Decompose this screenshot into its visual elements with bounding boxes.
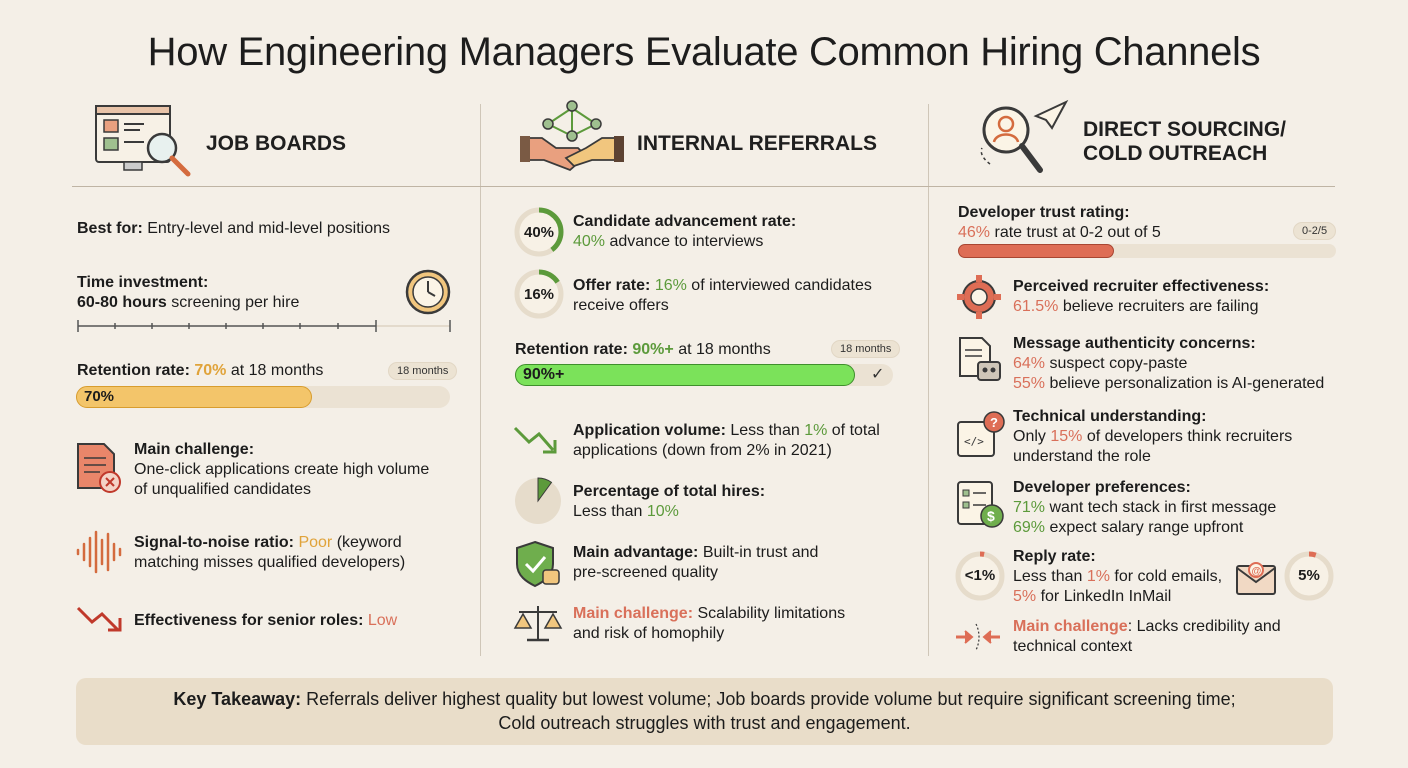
ref-retention-tag: 18 months	[831, 340, 901, 358]
ref-retention-bar-fill	[515, 364, 855, 386]
jb-retention-bar-label: 70%	[84, 388, 115, 405]
outreach-heading: DIRECT SOURCING/COLD OUTREACH	[1083, 118, 1287, 165]
outreach-challenge-text: Main challenge: Lacks credibility and te…	[1013, 618, 1281, 655]
sourcing-magnifier-icon	[980, 99, 1069, 173]
sound-wave-icon	[76, 530, 122, 574]
job-board-monitor-icon	[95, 105, 191, 177]
column-divider	[928, 104, 929, 656]
takeaway-text-2: Cold outreach struggles with trust and e…	[498, 713, 911, 733]
recruiter-text: Perceived recruiter effectiveness: 61.5%…	[1013, 278, 1270, 315]
ref-retention-text: Retention rate: 90%+ at 18 months	[515, 341, 771, 358]
balance-scale-icon	[513, 606, 563, 642]
trend-down-green-icon	[513, 426, 557, 454]
offer-text: Offer rate: 16% of interviewed candidate…	[573, 277, 872, 314]
envelope-icon: @	[1236, 562, 1276, 595]
svg-text:@: @	[1252, 566, 1262, 577]
shield-thumbs-up-icon	[516, 540, 560, 588]
referrals-heading: INTERNAL REFERRALS	[637, 132, 877, 155]
clock-icon	[405, 269, 451, 315]
reply-inmail-ring	[1284, 551, 1334, 601]
job-boards-heading: JOB BOARDS	[206, 132, 347, 155]
gear-warning-icon	[957, 275, 1001, 319]
ref-retention-bar-label: 90%+	[523, 366, 565, 383]
advancement-text: Candidate advancement rate: 40% advance …	[573, 213, 797, 250]
column-divider	[480, 104, 481, 656]
authenticity-text: Message authenticity concerns: 64% suspe…	[1013, 335, 1325, 392]
header-divider	[72, 186, 1335, 187]
advancement-ring-label: 40%	[523, 224, 555, 241]
reply-inmail-ring-label: 5%	[1298, 567, 1320, 584]
reply-email-ring	[955, 551, 1005, 601]
senior-roles-text: Effectiveness for senior roles: Low	[134, 612, 398, 629]
advantage-text: Main advantage: Built-in trust and pre-s…	[573, 544, 819, 581]
trend-down-icon	[76, 606, 122, 632]
reply-email-ring-label: <1%	[964, 567, 996, 584]
trust-bar-fill	[958, 244, 1114, 258]
document-robot-icon	[959, 337, 1001, 381]
check-icon: ✓	[871, 366, 885, 383]
trust-bar	[958, 244, 1336, 258]
handshake-network-icon	[520, 100, 624, 172]
checklist-dollar-icon: $	[957, 481, 1004, 528]
jb-retention-text: Retention rate: 70% at 18 months	[77, 362, 324, 379]
key-takeaway-panel: Key Takeaway: Referrals deliver highest …	[76, 678, 1333, 745]
document-reject-icon	[77, 443, 121, 493]
preferences-text: Developer preferences: 71% want tech sta…	[1013, 479, 1277, 536]
time-investment-text: Time investment: 60-80 hours screening p…	[77, 274, 300, 311]
ref-challenge-text: Main challenge: Scalability limitations …	[573, 605, 846, 642]
jb-retention-bar: 70%	[76, 386, 450, 408]
jb-retention-bar-fill	[76, 386, 312, 408]
svg-text:?: ?	[990, 415, 998, 430]
offer-ring-label: 16%	[523, 286, 555, 303]
hires-pie-chart	[515, 477, 561, 524]
best-for-text: Best for: Entry-level and mid-level posi…	[77, 220, 391, 237]
volume-text: Application volume: Less than 1% of tota…	[573, 422, 880, 459]
takeaway-label: Key Takeaway:	[173, 689, 302, 709]
jb-retention-tag: 18 months	[388, 362, 458, 380]
reply-rate-text: Reply rate: Less than 1% for cold emails…	[1013, 548, 1223, 605]
advancement-ring	[514, 207, 564, 257]
svg-text:$: $	[987, 508, 995, 524]
takeaway-text-1: Referrals deliver highest quality but lo…	[306, 689, 1236, 709]
jb-challenge-text: Main challenge: One-click applications c…	[134, 441, 430, 498]
code-question-icon: </> ?	[957, 411, 1005, 457]
trust-tag: 0-2/5	[1293, 222, 1337, 240]
offer-ring	[514, 269, 564, 319]
svg-text:</>: </>	[964, 435, 984, 448]
hires-text: Percentage of total hires: Less than 10%	[573, 483, 766, 520]
ref-retention-bar: 90%+ ✓	[515, 364, 893, 386]
trust-text: Developer trust rating: 46% rate trust a…	[958, 204, 1161, 241]
time-scale-ruler	[77, 320, 451, 332]
converging-arrows-icon	[956, 623, 1000, 651]
tech-understanding-text: Technical understanding: Only 15% of dev…	[1013, 408, 1293, 465]
snr-text: Signal-to-noise ratio: Poor (keyword mat…	[134, 534, 406, 571]
page-title: How Engineering Managers Evaluate Common…	[147, 30, 1261, 74]
